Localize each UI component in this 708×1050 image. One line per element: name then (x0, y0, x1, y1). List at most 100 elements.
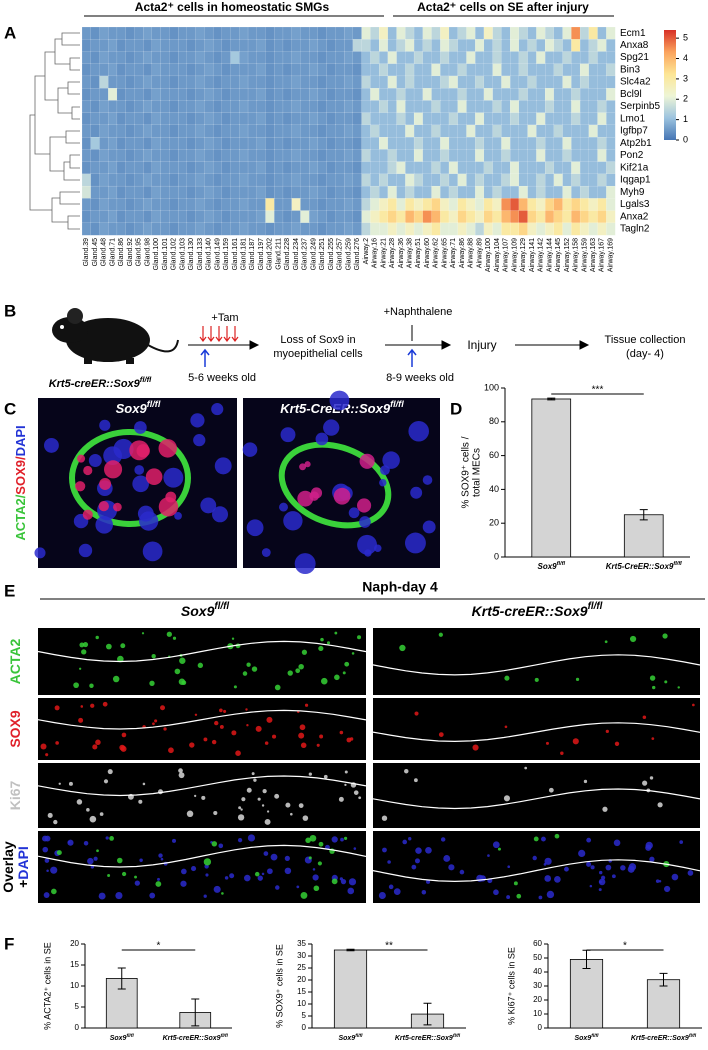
heatmap-cell (300, 75, 310, 89)
heatmap-cell (230, 198, 240, 211)
cell-signal (58, 782, 61, 785)
label-superscript: fl/fl (140, 375, 152, 384)
heatmap-cell (204, 198, 214, 211)
column-label: Airway.107 (503, 238, 510, 272)
cell-signal (83, 840, 89, 846)
heatmap-cell (134, 198, 144, 211)
cell-signal (77, 454, 86, 463)
cell-signal (82, 641, 89, 648)
heatmap-cell (431, 112, 441, 126)
heatmap-cell (221, 173, 231, 187)
heatmap-cell (116, 51, 127, 65)
cell-signal (44, 437, 59, 453)
heatmap-cell (536, 149, 546, 162)
column-label: Airway.71 (450, 238, 457, 268)
heatmap-cell (256, 26, 266, 40)
heatmap-cell (405, 51, 415, 65)
column-label: Gland.259 (345, 238, 352, 270)
label-part: SOX9/ (13, 456, 28, 495)
heatmap-cell (116, 210, 127, 224)
heatmap-cell (422, 51, 432, 65)
cell-signal (163, 727, 167, 731)
heatmap-cell (169, 149, 179, 162)
column-label: Airway.62 (433, 238, 440, 268)
heatmap-cell (204, 137, 214, 150)
heatmap-cell (335, 112, 345, 126)
heatmap-cell (562, 75, 572, 89)
cell-signal (120, 745, 127, 752)
heatmap-cell (501, 198, 511, 211)
heatmap-cell (466, 26, 476, 40)
heatmap-cell (518, 161, 528, 175)
epithelium-outline (372, 722, 701, 743)
heatmap-cell (405, 198, 415, 211)
heatmap-cell (448, 198, 459, 211)
heatmap-cell (510, 210, 520, 224)
heatmap-cell (352, 112, 362, 126)
heatmap-cell (282, 161, 293, 175)
row-label: Serpinb5 (620, 101, 660, 112)
cell-signal (158, 497, 179, 517)
cell-signal (154, 719, 158, 723)
row-label: Ecm1 (620, 28, 646, 39)
y-axis-label: % SOX9⁺ cells in SE (274, 944, 284, 1028)
cell-signal (219, 724, 224, 729)
heatmap-cell (597, 124, 607, 138)
heatmap-cell (116, 100, 127, 114)
heatmap-cell (239, 185, 249, 199)
heatmap-cell (536, 173, 546, 187)
heatmap-cell (606, 173, 616, 187)
cell-signal (224, 876, 229, 880)
column-label: Airway.16 (372, 238, 379, 268)
heatmap-cell (160, 51, 170, 65)
heatmap-cell (335, 222, 345, 236)
heatmap-cell (239, 88, 249, 101)
panel-label: D (450, 399, 462, 418)
label-part: SOX9 (7, 710, 23, 748)
step-text: +Naphthalene (384, 306, 453, 318)
heatmap-cell (326, 63, 336, 77)
heatmap-cell (134, 149, 144, 162)
label-text: Sox9 (338, 1035, 355, 1042)
heatmap-cell (379, 112, 389, 126)
cell-signal (95, 635, 99, 640)
heatmap-cell (239, 173, 249, 187)
cell-signal (149, 680, 155, 686)
heatmap-cell (483, 222, 494, 236)
cell-signal (504, 675, 510, 681)
heatmap-cell (256, 75, 266, 89)
heatmap-cell (195, 198, 205, 211)
cell-signal (300, 891, 308, 899)
heatmap-cell (90, 124, 100, 138)
heatmap-cell (265, 185, 275, 199)
cell-signal (404, 532, 426, 554)
cell-signal (218, 843, 224, 849)
heatmap-cell (309, 26, 319, 40)
cell-signal (506, 895, 511, 900)
y-tick-label: 0 (75, 1023, 80, 1032)
heatmap-cell (396, 149, 406, 162)
heatmap-cell (379, 173, 389, 187)
heatmap-cell (256, 88, 266, 101)
heatmap-cell (483, 88, 494, 101)
heatmap-cell (230, 100, 240, 114)
heatmap-cell (195, 137, 205, 150)
cell-signal (87, 857, 94, 865)
heatmap-cell (379, 210, 389, 224)
heatmap-cell (125, 149, 135, 162)
heatmap-cell (335, 173, 345, 187)
heatmap-cell (265, 124, 275, 138)
heatmap-cell (501, 112, 511, 126)
heatmap-cell (579, 100, 590, 114)
column-title: Sox9fl/fl (181, 601, 229, 619)
cell-signal (399, 644, 406, 652)
heatmap-cell (256, 51, 266, 65)
heatmap-cell (335, 185, 345, 199)
heatmap-cell (326, 51, 336, 65)
cell-signal (440, 837, 446, 842)
heatmap-cell (178, 112, 188, 126)
heatmap-cell (597, 210, 607, 224)
cell-signal (40, 743, 47, 750)
heatmap-cell (230, 63, 240, 77)
cell-signal (231, 730, 237, 736)
